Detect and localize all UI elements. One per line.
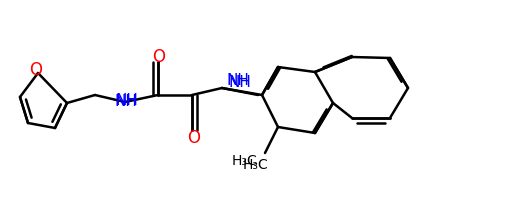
Text: NH: NH	[228, 75, 251, 89]
Text: NH: NH	[116, 92, 138, 108]
Text: O: O	[153, 48, 165, 66]
Text: NH: NH	[226, 73, 249, 88]
Text: NH: NH	[115, 94, 137, 109]
Text: H₃C: H₃C	[242, 158, 268, 172]
Text: H₃C: H₃C	[231, 154, 257, 168]
Text: O: O	[30, 61, 42, 79]
Text: O: O	[187, 129, 201, 147]
